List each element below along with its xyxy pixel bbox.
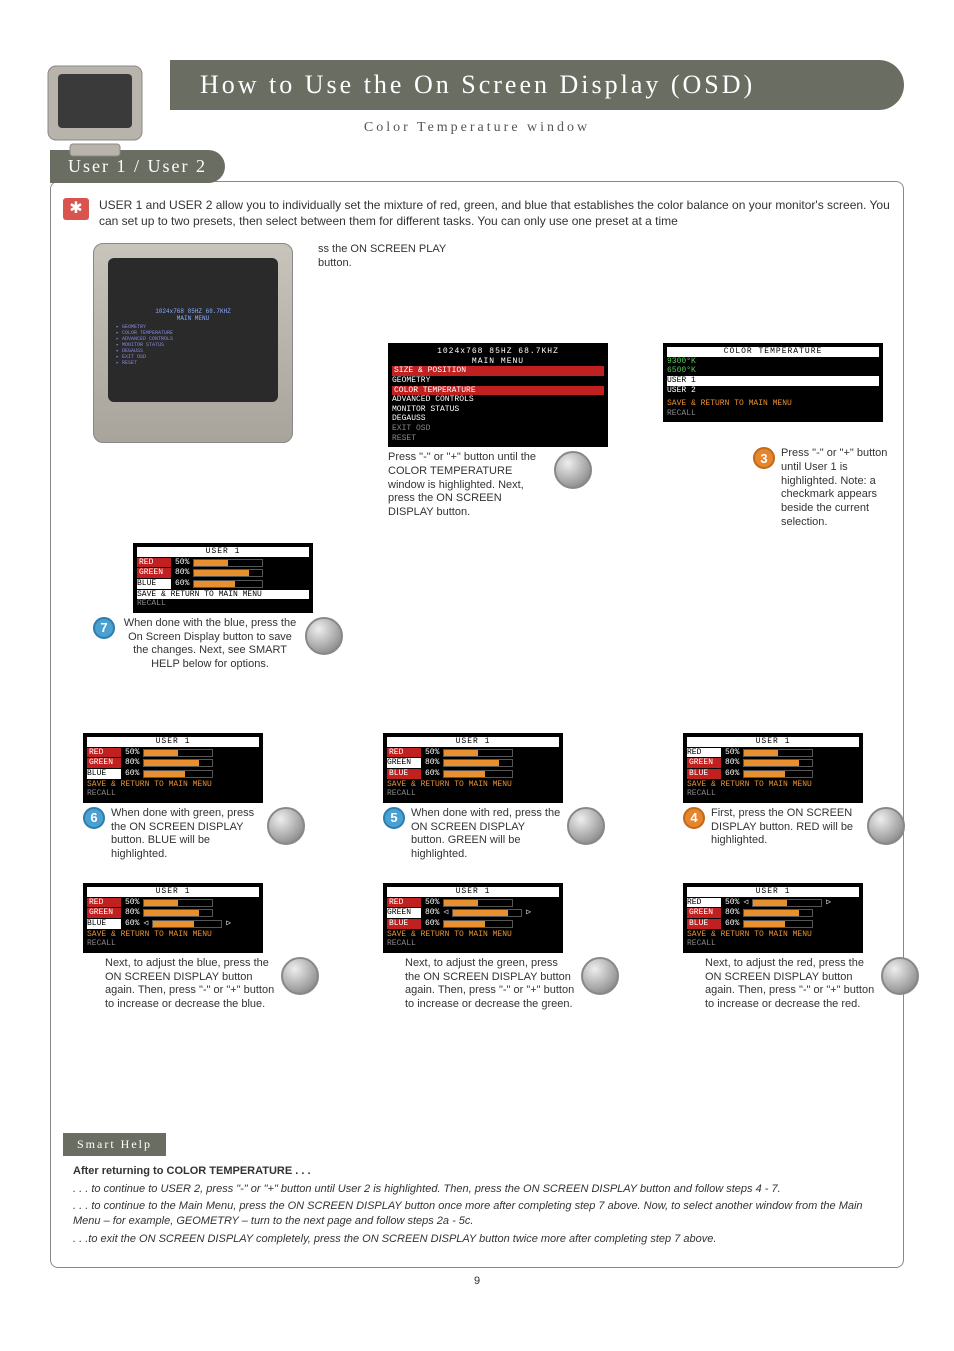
step3-num: 3 <box>753 447 775 469</box>
main-menu-panel: 1024x768 85HZ 68.7KHZ MAIN MENU SIZE & P… <box>388 343 608 520</box>
color-temp-panel: COLOR TEMPERATURE 9300°K 6500°K USER 1 U… <box>663 343 883 422</box>
section-header-wrap: User 1 / User 2 <box>50 150 904 183</box>
smart-help-line1: . . . to continue to USER 2, press "-" o… <box>73 1182 891 1197</box>
content-frame: ✱ USER 1 and USER 2 allow you to individ… <box>50 181 904 1268</box>
osd-button-icon <box>867 807 905 845</box>
smart-help-line3: . . .to exit the ON SCREEN DISPLAY compl… <box>73 1232 891 1247</box>
step7-block: USER 1 RED50% GREEN80% BLUE60% SAVE & RE… <box>93 543 343 672</box>
step2-text: Press "-" or "+" button until the COLOR … <box>388 451 548 520</box>
info-icon: ✱ <box>63 198 89 220</box>
osd-button-icon <box>567 807 605 845</box>
osd-button-icon <box>267 807 305 845</box>
osd-button-icon <box>581 957 619 995</box>
step6-block: USER 1 RED50% GREEN80% BLUE60% SAVE & RE… <box>83 733 305 862</box>
smart-help-line2: . . . to continue to the Main Menu, pres… <box>73 1199 891 1230</box>
step5b-block: USER 1 RED50% GREEN80%◁▷ BLUE60% SAVE & … <box>383 883 619 1012</box>
step6b-block: USER 1 RED50% GREEN80% BLUE60%◁▷ SAVE & … <box>83 883 319 1012</box>
smart-help-header: Smart Help <box>63 1133 166 1156</box>
step4-block: USER 1 RED50% GREEN80% BLUE60% SAVE & RE… <box>683 733 905 848</box>
smart-help: Smart Help After returning to COLOR TEMP… <box>63 1133 891 1247</box>
step1-fragment: ss the ON SCREEN PLAY button. <box>318 243 448 271</box>
info-text: USER 1 and USER 2 allow you to individua… <box>99 198 891 229</box>
step4b-block: USER 1 RED50%◁▷ GREEN80% BLUE60% SAVE & … <box>683 883 919 1012</box>
page: How to Use the On Screen Display (OSD) C… <box>0 0 954 1308</box>
step7-num: 7 <box>93 617 115 639</box>
osd-button-icon <box>554 451 592 489</box>
page-number: 9 <box>50 1276 904 1288</box>
monitor-illustration: 1024x768 85HZ 68.7KHZMAIN MENU ▸ GEOMETR… <box>93 243 293 443</box>
step5-block: USER 1 RED50% GREEN80% BLUE60% SAVE & RE… <box>383 733 605 862</box>
step3: 3 Press "-" or "+" button until User 1 i… <box>753 443 903 530</box>
subtitle: Color Temperature window <box>50 120 904 136</box>
osd-button-icon <box>305 617 343 655</box>
step7-text: When done with the blue, press the On Sc… <box>121 617 299 672</box>
smart-help-lead: After returning to COLOR TEMPERATURE . .… <box>73 1165 311 1177</box>
osd-button-icon <box>881 957 919 995</box>
crt-monitor-icon <box>40 60 150 160</box>
page-title: How to Use the On Screen Display (OSD) <box>170 60 904 110</box>
osd-button-icon <box>281 957 319 995</box>
diagram-area: 1024x768 85HZ 68.7KHZMAIN MENU ▸ GEOMETR… <box>63 243 891 1133</box>
info-row: ✱ USER 1 and USER 2 allow you to individ… <box>63 198 891 229</box>
